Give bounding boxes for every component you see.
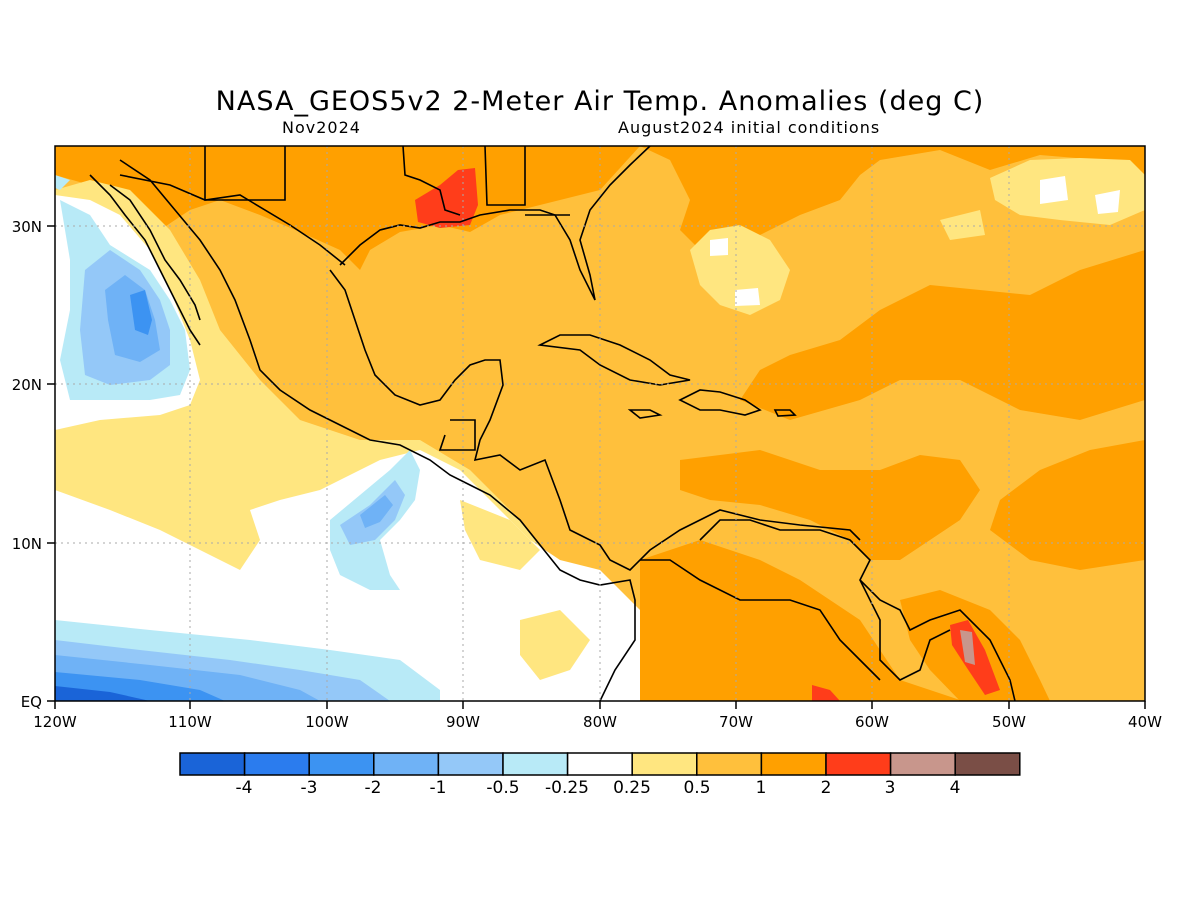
- lat-label: 30N: [12, 218, 42, 236]
- map-title: NASA_GEOS5v2 2-Meter Air Temp. Anomalies…: [215, 86, 985, 117]
- field-hottest-guiana: [960, 630, 975, 665]
- colorbar-swatch: [179, 752, 246, 776]
- coastline-cuba: [537, 334, 691, 386]
- lon-label: 60W: [855, 713, 889, 731]
- lat-label: 10N: [12, 535, 42, 553]
- colorbar-label: -3: [301, 778, 318, 798]
- lon-label: 50W: [992, 713, 1026, 731]
- colorbar-label: -0.25: [545, 778, 589, 798]
- lon-label: 110W: [168, 713, 212, 731]
- colorbar-label: -4: [236, 778, 253, 798]
- lat-label: EQ: [21, 693, 42, 711]
- colorbar-label: -0.5: [486, 778, 519, 798]
- colorbar-swatch: [566, 752, 633, 776]
- border-us-west: [204, 146, 286, 201]
- colorbar-label: 3: [885, 778, 896, 798]
- field-neutral-atlantic-3: [710, 238, 728, 256]
- coastline-jamaica: [627, 409, 663, 419]
- border-us-mexico: [119, 174, 346, 266]
- field-neutral-atlantic-2: [1095, 190, 1120, 214]
- colorbar-swatch: [760, 752, 827, 776]
- field-colder-baja: [130, 290, 152, 335]
- field-mild-atlantic-spot: [940, 210, 985, 240]
- field-mild-colombia-coast: [520, 610, 590, 680]
- coastline-baja-pacific: [89, 174, 201, 346]
- lon-label: 120W: [33, 713, 77, 731]
- coastline-south-america-north: [699, 519, 1016, 701]
- colorbar-swatch: [373, 752, 440, 776]
- colorbar-label: 1: [756, 778, 767, 798]
- border-us-central: [402, 146, 461, 216]
- colorbar-swatch: [308, 752, 375, 776]
- field-hot-amazon: [812, 685, 840, 701]
- field-coldest-equatorial: [55, 686, 150, 701]
- field-hot-gulf-coast: [415, 168, 478, 228]
- border-venezuela-colombia: [640, 559, 881, 681]
- coastline-baja-gulf: [109, 184, 201, 321]
- lon-labels: 120W 110W 100W 90W 80W 70W 60W 50W 40W: [33, 713, 1162, 731]
- lon-label: 80W: [583, 713, 617, 731]
- coastline-hispaniola: [678, 389, 762, 416]
- field-cool-coast: [55, 175, 70, 190]
- field-neutral-atlantic-1: [1040, 176, 1068, 204]
- colorbar-swatch: [437, 752, 504, 776]
- field-neutral-atlantic-4: [735, 288, 760, 306]
- lon-label: 100W: [305, 713, 349, 731]
- border-guatemala: [438, 419, 476, 451]
- colorbar-swatch: [243, 752, 310, 776]
- colorbar-label: 0.25: [613, 778, 651, 798]
- colorbar-swatch: [954, 752, 1021, 776]
- border-guyana: [859, 579, 951, 681]
- field-warm-central-atlantic: [740, 250, 1145, 420]
- colorbar-label: -1: [430, 778, 447, 798]
- init-conditions-label: August2024 initial conditions: [618, 118, 881, 137]
- lat-labels: EQ 10N 20N 30N: [12, 218, 42, 711]
- lat-label: 20N: [12, 376, 42, 394]
- field-mild-panama: [460, 500, 540, 570]
- colorbar-swatch: [825, 752, 892, 776]
- colorbar-labels: -4 -3 -2 -1 -0.5 -0.25 0.25 0.5 1 2 3 4: [236, 778, 961, 798]
- colorbar-swatch: [889, 752, 956, 776]
- coastline-pacific-mainland: [119, 159, 636, 701]
- lon-label: 90W: [446, 713, 480, 731]
- field-warm-atlantic-north: [640, 146, 1145, 260]
- border-us-south: [484, 146, 526, 206]
- anomaly-field: [55, 146, 1145, 701]
- coastline-gulf-caribbean: [329, 269, 861, 571]
- field-warm-east-atlantic: [990, 440, 1145, 570]
- field-warm-north-america: [55, 146, 640, 270]
- field-warm-caribbean-south: [680, 450, 980, 560]
- colorbar-swatch: [696, 752, 763, 776]
- lon-label: 40W: [1128, 713, 1162, 731]
- lon-label: 70W: [719, 713, 753, 731]
- colorbar-label: 2: [821, 778, 832, 798]
- colorbar-label: -2: [365, 778, 382, 798]
- colorbar-label: 4: [950, 778, 961, 798]
- colorbar-swatch: [631, 752, 698, 776]
- coastlines: [89, 146, 1016, 701]
- field-cold-central-pacific: [360, 495, 393, 528]
- forecast-month-label: Nov2024: [282, 118, 361, 137]
- graticule: [55, 146, 1145, 701]
- colorbar: [179, 752, 1021, 776]
- colorbar-swatch: [502, 752, 569, 776]
- map-ticks: [47, 225, 1146, 709]
- colorbar-label: 0.5: [683, 778, 710, 798]
- coastline-puerto-rico: [773, 409, 797, 417]
